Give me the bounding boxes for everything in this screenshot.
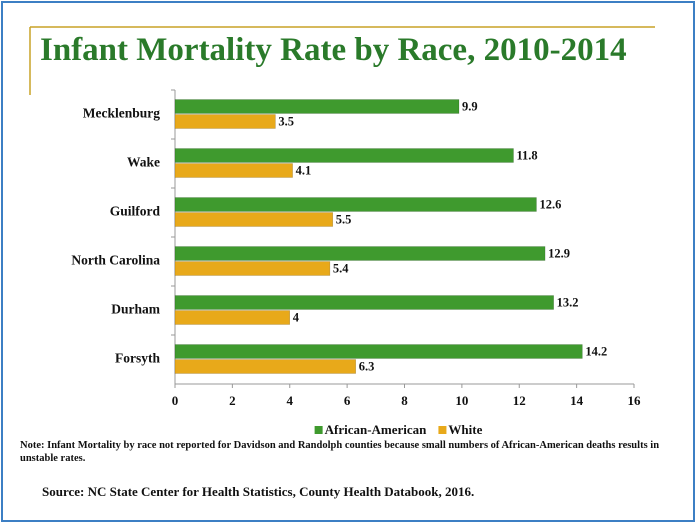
y-tick-label: Mecklenburg bbox=[83, 106, 160, 121]
value-label: 4.1 bbox=[296, 163, 312, 177]
value-label: 4 bbox=[293, 310, 300, 324]
bar bbox=[174, 359, 356, 374]
bar bbox=[174, 261, 331, 276]
legend-swatch bbox=[314, 426, 323, 434]
y-tick-label: Guilford bbox=[110, 204, 161, 219]
value-label: 12.6 bbox=[539, 197, 561, 211]
value-label: 14.2 bbox=[585, 344, 607, 358]
legend-label: White bbox=[448, 422, 482, 437]
bar bbox=[174, 148, 514, 163]
x-tick-label: 0 bbox=[172, 393, 179, 408]
y-tick-label: Durham bbox=[111, 302, 161, 317]
x-tick-label: 16 bbox=[628, 393, 642, 408]
bar bbox=[174, 295, 554, 310]
bar bbox=[174, 163, 293, 178]
value-label: 13.2 bbox=[557, 295, 579, 309]
x-tick-label: 6 bbox=[344, 393, 351, 408]
y-tick-label: Wake bbox=[127, 155, 160, 170]
x-tick-label: 8 bbox=[401, 393, 408, 408]
x-tick-label: 4 bbox=[287, 393, 294, 408]
value-label: 5.4 bbox=[333, 261, 349, 275]
bar bbox=[174, 212, 334, 227]
source: Source: NC State Center for Health Stati… bbox=[42, 484, 475, 499]
value-label: 3.5 bbox=[278, 114, 294, 128]
legend-swatch bbox=[438, 426, 447, 434]
value-label: 9.9 bbox=[462, 99, 478, 113]
bar bbox=[174, 99, 460, 114]
chart-title: Infant Mortality Rate by Race, 2010-2014 bbox=[40, 32, 627, 68]
bar bbox=[174, 310, 290, 325]
value-label: 5.5 bbox=[336, 212, 352, 226]
x-tick-label: 14 bbox=[570, 393, 584, 408]
value-label: 6.3 bbox=[359, 359, 375, 373]
bar bbox=[174, 197, 537, 212]
x-tick-label: 2 bbox=[229, 393, 236, 408]
bar bbox=[174, 114, 276, 129]
bar bbox=[174, 246, 546, 261]
note: Note: Infant Mortality by race not repor… bbox=[20, 440, 660, 464]
x-tick-label: 12 bbox=[513, 393, 526, 408]
value-label: 12.9 bbox=[548, 246, 570, 260]
bar bbox=[174, 344, 583, 359]
value-label: 11.8 bbox=[517, 148, 538, 162]
y-tick-label: Forsyth bbox=[115, 351, 160, 366]
x-tick-label: 10 bbox=[455, 393, 468, 408]
y-tick-label: North Carolina bbox=[71, 253, 160, 268]
legend-label: African-American bbox=[325, 422, 428, 437]
